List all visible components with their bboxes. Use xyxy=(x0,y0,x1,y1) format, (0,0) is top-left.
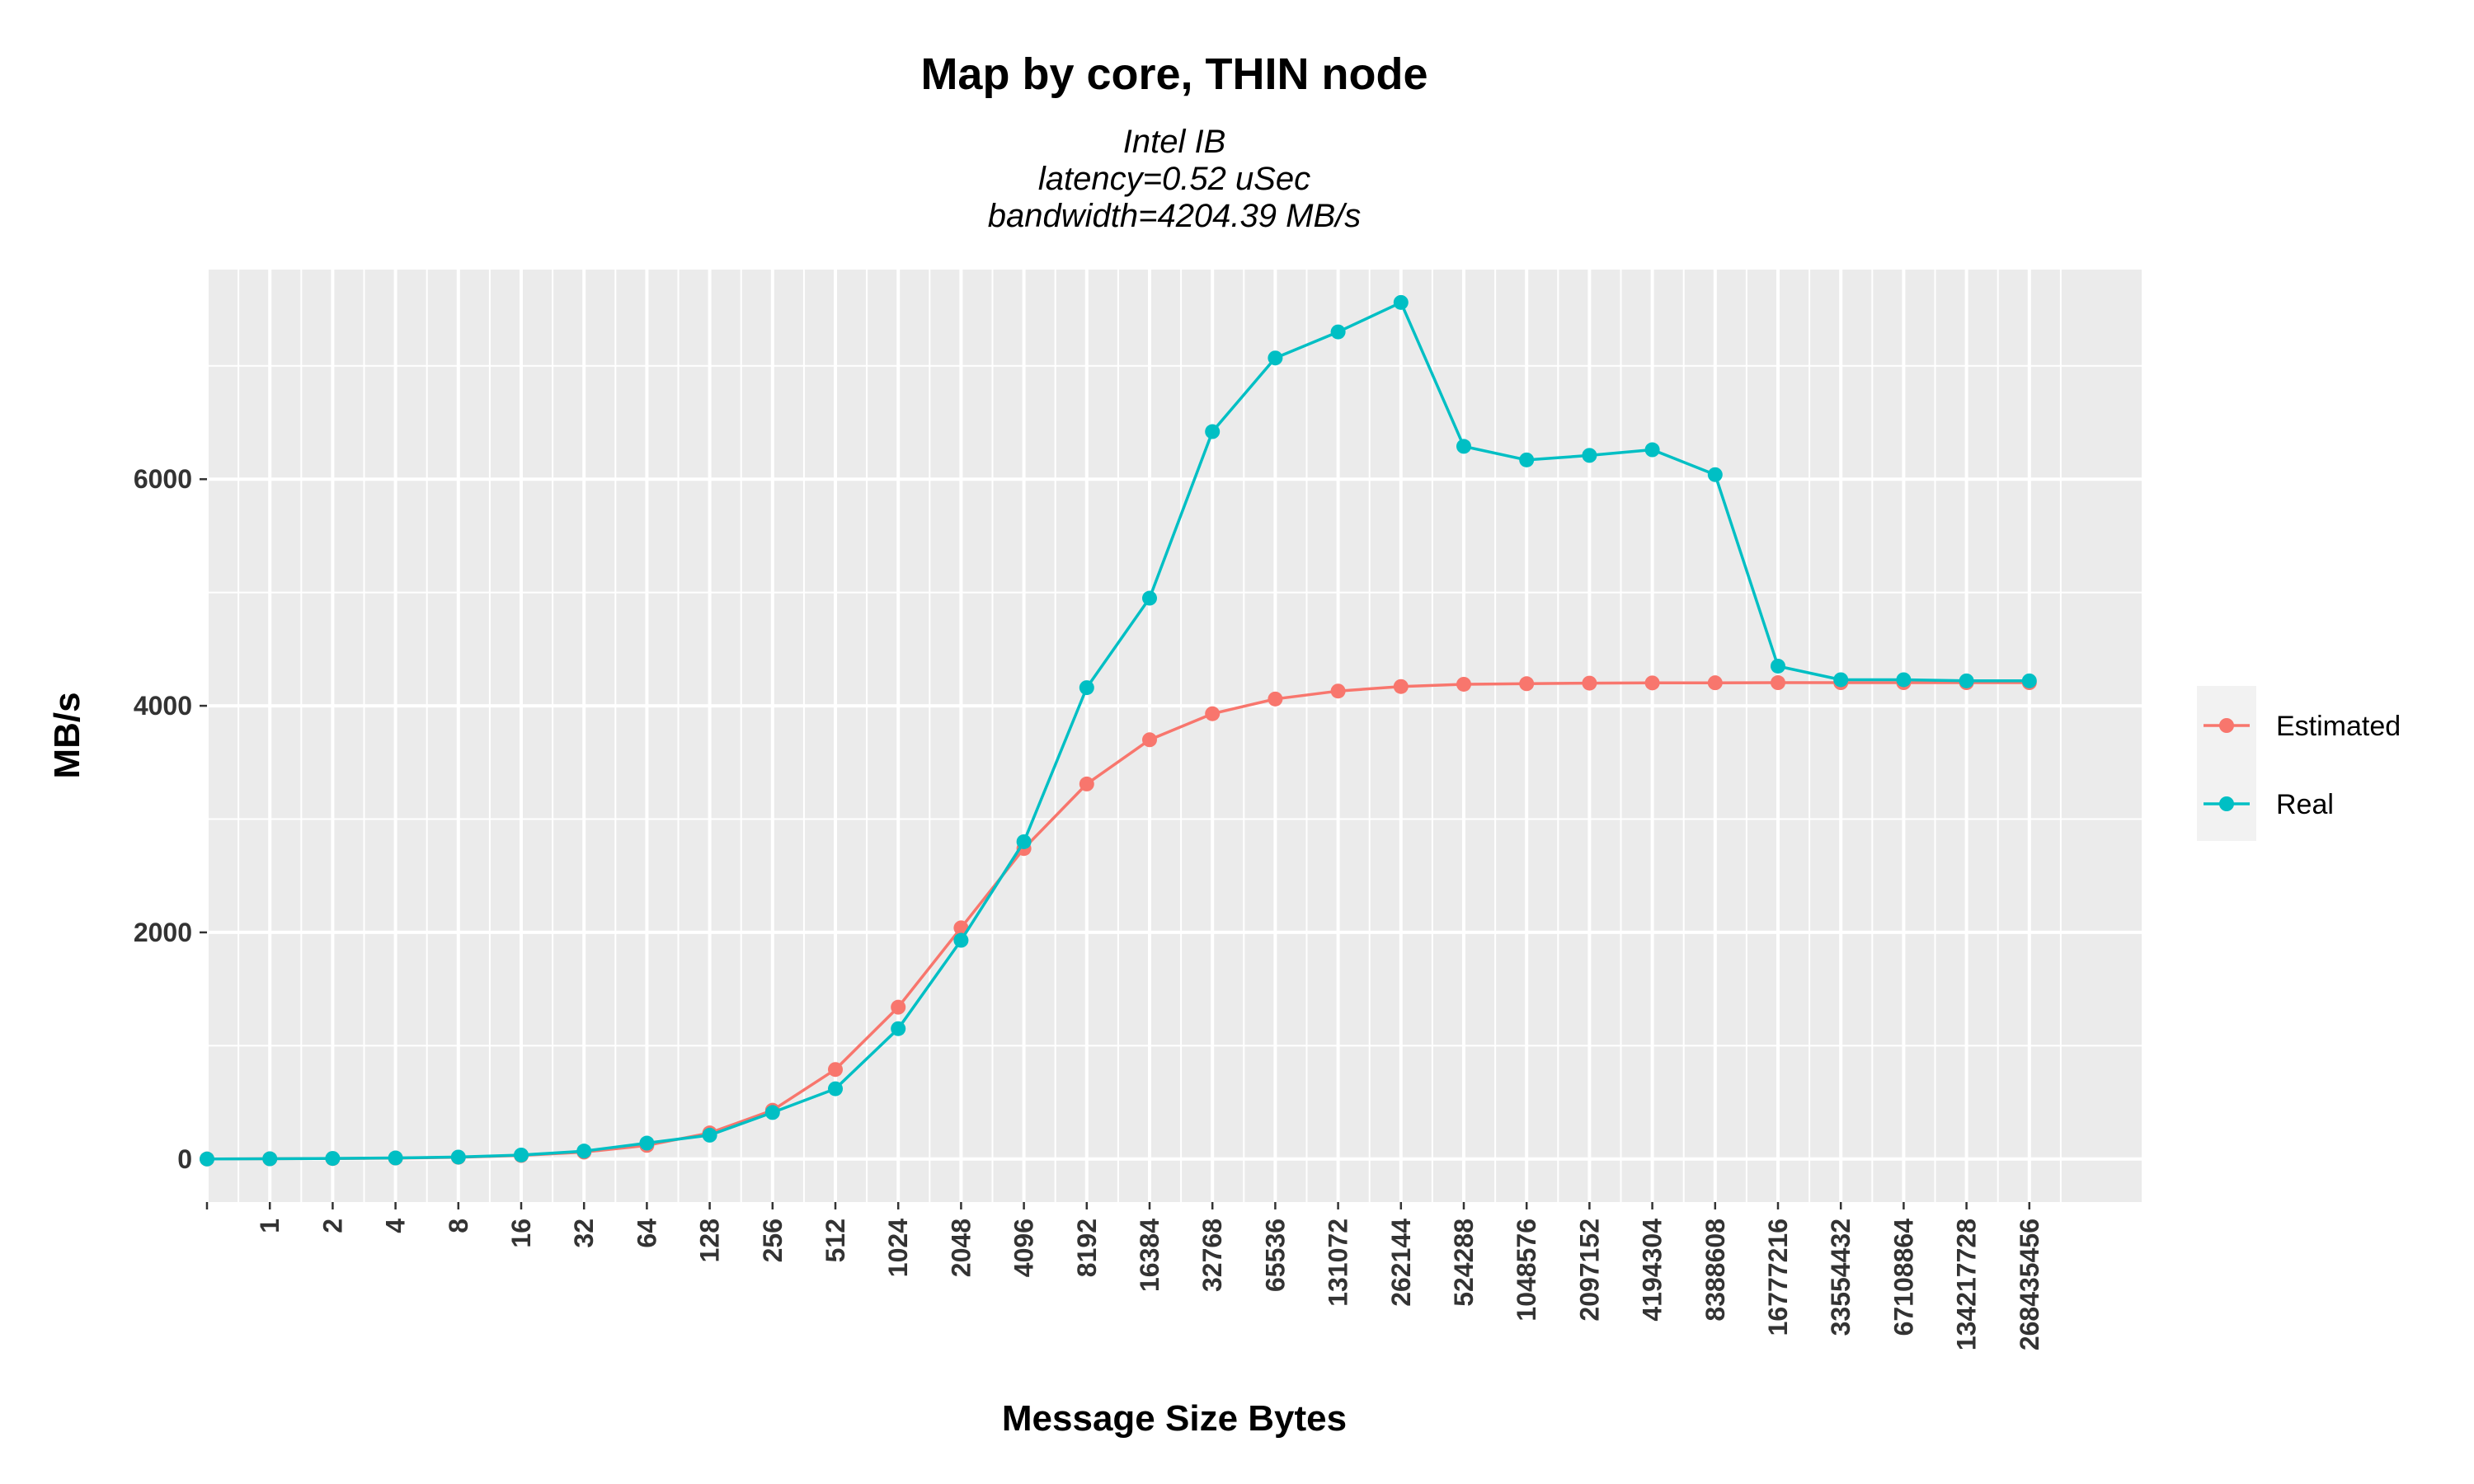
x-tick-label: 32768 xyxy=(1197,1219,1227,1292)
x-axis-title: Message Size Bytes xyxy=(1002,1398,1347,1439)
x-tick-label: 8 xyxy=(444,1219,473,1233)
chart-subtitle-line-3: bandwidth=4204.39 MB/s xyxy=(988,198,1362,234)
data-point-real xyxy=(1896,672,1912,688)
data-point-real xyxy=(953,932,969,948)
x-tick-label: 67108864 xyxy=(1888,1219,1918,1336)
chart-subtitle-line-1: Intel IB xyxy=(1123,124,1226,160)
x-tick-label: 4096 xyxy=(1009,1219,1039,1277)
grid-lines xyxy=(205,270,2142,1202)
x-tick-label: 16777216 xyxy=(1763,1219,1793,1336)
data-point-estimated xyxy=(1644,675,1660,691)
data-point-real xyxy=(1959,673,1974,688)
data-point-estimated xyxy=(1330,683,1346,699)
data-point-estimated xyxy=(953,920,969,936)
legend-key-real-marker xyxy=(2219,796,2234,811)
data-point-real xyxy=(1519,452,1535,467)
data-point-real xyxy=(1268,350,1283,366)
x-tick-label: 65536 xyxy=(1260,1219,1290,1292)
y-axis-ticks: 0 2000 4000 6000 xyxy=(134,464,207,1174)
data-point-estimated xyxy=(1771,675,1785,691)
data-point-estimated xyxy=(1268,691,1283,707)
data-point-real xyxy=(388,1150,403,1166)
data-point-real xyxy=(1330,324,1346,340)
x-tick-label: 134217728 xyxy=(1952,1219,1982,1350)
x-tick-label: 4 xyxy=(381,1219,411,1233)
x-tick-label: 128 xyxy=(695,1219,725,1262)
data-point-real xyxy=(1833,672,1849,688)
y-tick-label: 4000 xyxy=(134,691,192,721)
data-point-real xyxy=(1644,442,1660,458)
data-point-real xyxy=(1771,658,1785,674)
data-point-estimated xyxy=(1205,706,1221,721)
y-tick-label: 2000 xyxy=(134,918,192,947)
y-tick-label: 6000 xyxy=(134,464,192,494)
data-point-real xyxy=(702,1127,717,1143)
series-lines xyxy=(200,294,2037,1167)
y-axis-title: MB/s xyxy=(47,692,87,778)
chart-title: Map by core, THIN node xyxy=(920,49,1427,99)
data-point-real xyxy=(639,1135,655,1151)
x-tick-label: 262144 xyxy=(1386,1219,1416,1307)
data-point-real xyxy=(764,1105,780,1120)
data-point-real xyxy=(1582,448,1597,463)
x-tick-label: 2 xyxy=(317,1219,347,1233)
chart-subtitle-line-2: latency=0.52 uSec xyxy=(1038,161,1310,197)
x-tick-label: 64 xyxy=(632,1219,661,1248)
x-tick-label: 1024 xyxy=(883,1219,913,1277)
x-tick-label: 1048576 xyxy=(1512,1219,1541,1322)
legend-label-real: Real xyxy=(2276,789,2334,820)
x-tick-label: 8388608 xyxy=(1700,1219,1730,1322)
data-point-real xyxy=(1456,439,1471,454)
legend-key-estimated-marker xyxy=(2219,718,2234,733)
data-point-real xyxy=(828,1081,843,1097)
data-point-real xyxy=(514,1147,529,1162)
x-tick-label: 524288 xyxy=(1449,1219,1479,1307)
plot-panel xyxy=(207,270,2142,1202)
data-point-estimated xyxy=(1707,675,1723,691)
legend-label-estimated: Estimated xyxy=(2276,711,2401,742)
x-tick-label: 268435456 xyxy=(2015,1219,2044,1350)
data-point-estimated xyxy=(891,999,906,1015)
x-tick-label: 2097152 xyxy=(1574,1219,1604,1322)
x-tick-label: 131072 xyxy=(1324,1219,1353,1307)
x-tick-label: 8192 xyxy=(1072,1219,1102,1277)
data-point-real xyxy=(1016,834,1032,849)
x-tick-label: 1 xyxy=(255,1219,285,1233)
x-tick-label: 256 xyxy=(758,1219,788,1262)
data-point-real xyxy=(325,1151,341,1167)
data-point-real xyxy=(576,1144,592,1159)
y-tick-label: 0 xyxy=(177,1144,192,1174)
data-point-real xyxy=(450,1149,466,1165)
data-point-estimated xyxy=(1582,675,1597,691)
x-axis-ticks: 1 2 4 8 16 32 64 128 256 512 1024 2048 4096 8192 16384… xyxy=(205,1202,2044,1350)
x-tick-label: 4194304 xyxy=(1638,1219,1667,1322)
legend-background xyxy=(2197,686,2256,841)
data-point-estimated xyxy=(1393,679,1409,694)
data-point-estimated xyxy=(1456,676,1471,692)
data-point-real xyxy=(2021,673,2037,688)
data-point-real xyxy=(262,1151,278,1167)
x-tick-label: 16384 xyxy=(1135,1219,1164,1292)
data-point-real xyxy=(1142,590,1157,606)
data-point-estimated xyxy=(828,1062,843,1078)
data-point-real xyxy=(200,1151,214,1167)
x-tick-label: 16 xyxy=(506,1219,536,1248)
x-tick-label: 32 xyxy=(569,1219,599,1248)
legend: Estimated Real xyxy=(2197,686,2401,841)
data-point-real xyxy=(891,1021,906,1036)
x-tick-label: 2048 xyxy=(946,1219,976,1277)
series-line-real xyxy=(206,301,2030,1161)
data-point-estimated xyxy=(1079,776,1094,791)
data-point-estimated xyxy=(1519,676,1535,692)
data-point-real xyxy=(1393,294,1409,310)
x-tick-label: 33554432 xyxy=(1826,1219,1856,1336)
data-point-real xyxy=(1205,424,1221,439)
x-tick-label: 512 xyxy=(821,1219,850,1262)
data-point-estimated xyxy=(1142,732,1157,748)
data-point-real xyxy=(1079,680,1094,696)
data-point-real xyxy=(1707,467,1723,482)
